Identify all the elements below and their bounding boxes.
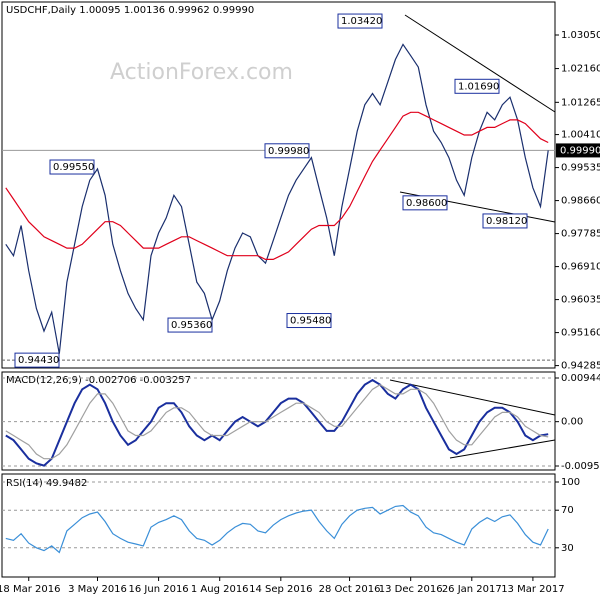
annotation: 0.99550 bbox=[53, 162, 94, 173]
series-line bbox=[5, 378, 549, 467]
trend-line bbox=[449, 439, 556, 459]
price-panel bbox=[1, 1, 556, 369]
x-tick-label: 13 Mar 2017 bbox=[501, 584, 564, 595]
y-tick-label: 100 bbox=[561, 477, 580, 488]
y-tick-label: 0.00 bbox=[561, 417, 583, 428]
annotation-box bbox=[167, 317, 213, 333]
annotation: 0.95480 bbox=[290, 316, 331, 327]
rsi-panel bbox=[1, 473, 556, 578]
series-line bbox=[5, 504, 549, 554]
series-line bbox=[5, 383, 549, 460]
y-tick-label: 0.96035 bbox=[561, 295, 600, 306]
x-tick-label: 26 Jan 2017 bbox=[442, 584, 502, 595]
macd-panel bbox=[1, 371, 556, 471]
y-tick-label: -0.009588 bbox=[561, 461, 600, 472]
annotation-box bbox=[49, 159, 95, 175]
y-tick-label: 1.03050 bbox=[561, 30, 600, 41]
x-tick-label: 28 Oct 2016 bbox=[319, 584, 381, 595]
x-tick-label: 18 Mar 2016 bbox=[0, 584, 60, 595]
annotation-box bbox=[14, 352, 60, 368]
annotation-box bbox=[482, 213, 528, 229]
annotation: 1.01690 bbox=[458, 81, 499, 92]
chart-title: USDCHF,Daily 1.00095 1.00136 0.99962 0.9… bbox=[6, 5, 254, 16]
y-tick-label: 0.98660 bbox=[561, 196, 600, 207]
annotation-box bbox=[264, 143, 310, 159]
series-line bbox=[5, 111, 549, 260]
y-tick-label: 1.02160 bbox=[561, 64, 600, 75]
x-tick-label: 3 May 2016 bbox=[68, 584, 127, 595]
annotation: 0.98600 bbox=[406, 198, 447, 209]
series-line bbox=[5, 43, 549, 354]
annotation: 0.95360 bbox=[171, 320, 212, 331]
macd-title: MACD(12,26,9) -0.002706 -0.003257 bbox=[6, 375, 191, 386]
y-tick-label: 0.96910 bbox=[561, 262, 600, 273]
annotation-box bbox=[337, 13, 383, 29]
annotation: 0.99980 bbox=[268, 146, 309, 157]
annotation: 0.98120 bbox=[486, 216, 527, 227]
annotation: 1.03420 bbox=[341, 16, 382, 27]
y-tick-label: 0.94285 bbox=[561, 361, 600, 372]
trend-line bbox=[389, 379, 556, 416]
y-tick-label: 0.97785 bbox=[561, 229, 600, 240]
last-price-box bbox=[556, 143, 600, 158]
y-tick-label: 1.01265 bbox=[561, 97, 600, 108]
trend-line bbox=[404, 14, 556, 113]
annotation-box bbox=[286, 313, 332, 329]
annotation-box bbox=[454, 78, 500, 94]
y-tick-label: 0.99535 bbox=[561, 163, 600, 174]
annotation-box bbox=[402, 195, 448, 211]
x-tick-label: 14 Sep 2016 bbox=[249, 584, 312, 595]
y-tick-label: 1.00410 bbox=[561, 130, 600, 141]
y-tick-label: 30 bbox=[561, 543, 574, 554]
x-tick-label: 13 Dec 2016 bbox=[379, 584, 443, 595]
y-tick-label: 0.009446 bbox=[561, 373, 600, 384]
last-price-label: 0.99990 bbox=[560, 145, 600, 156]
y-tick-label: 70 bbox=[561, 505, 574, 516]
x-tick-label: 16 Jun 2016 bbox=[129, 584, 189, 595]
x-tick-label: 1 Aug 2016 bbox=[191, 584, 249, 595]
annotation: 0.94430 bbox=[18, 355, 59, 366]
rsi-title: RSI(14) 49.9482 bbox=[6, 478, 87, 489]
y-tick-label: 0.95160 bbox=[561, 328, 600, 339]
watermark: ActionForex.com bbox=[110, 60, 293, 85]
